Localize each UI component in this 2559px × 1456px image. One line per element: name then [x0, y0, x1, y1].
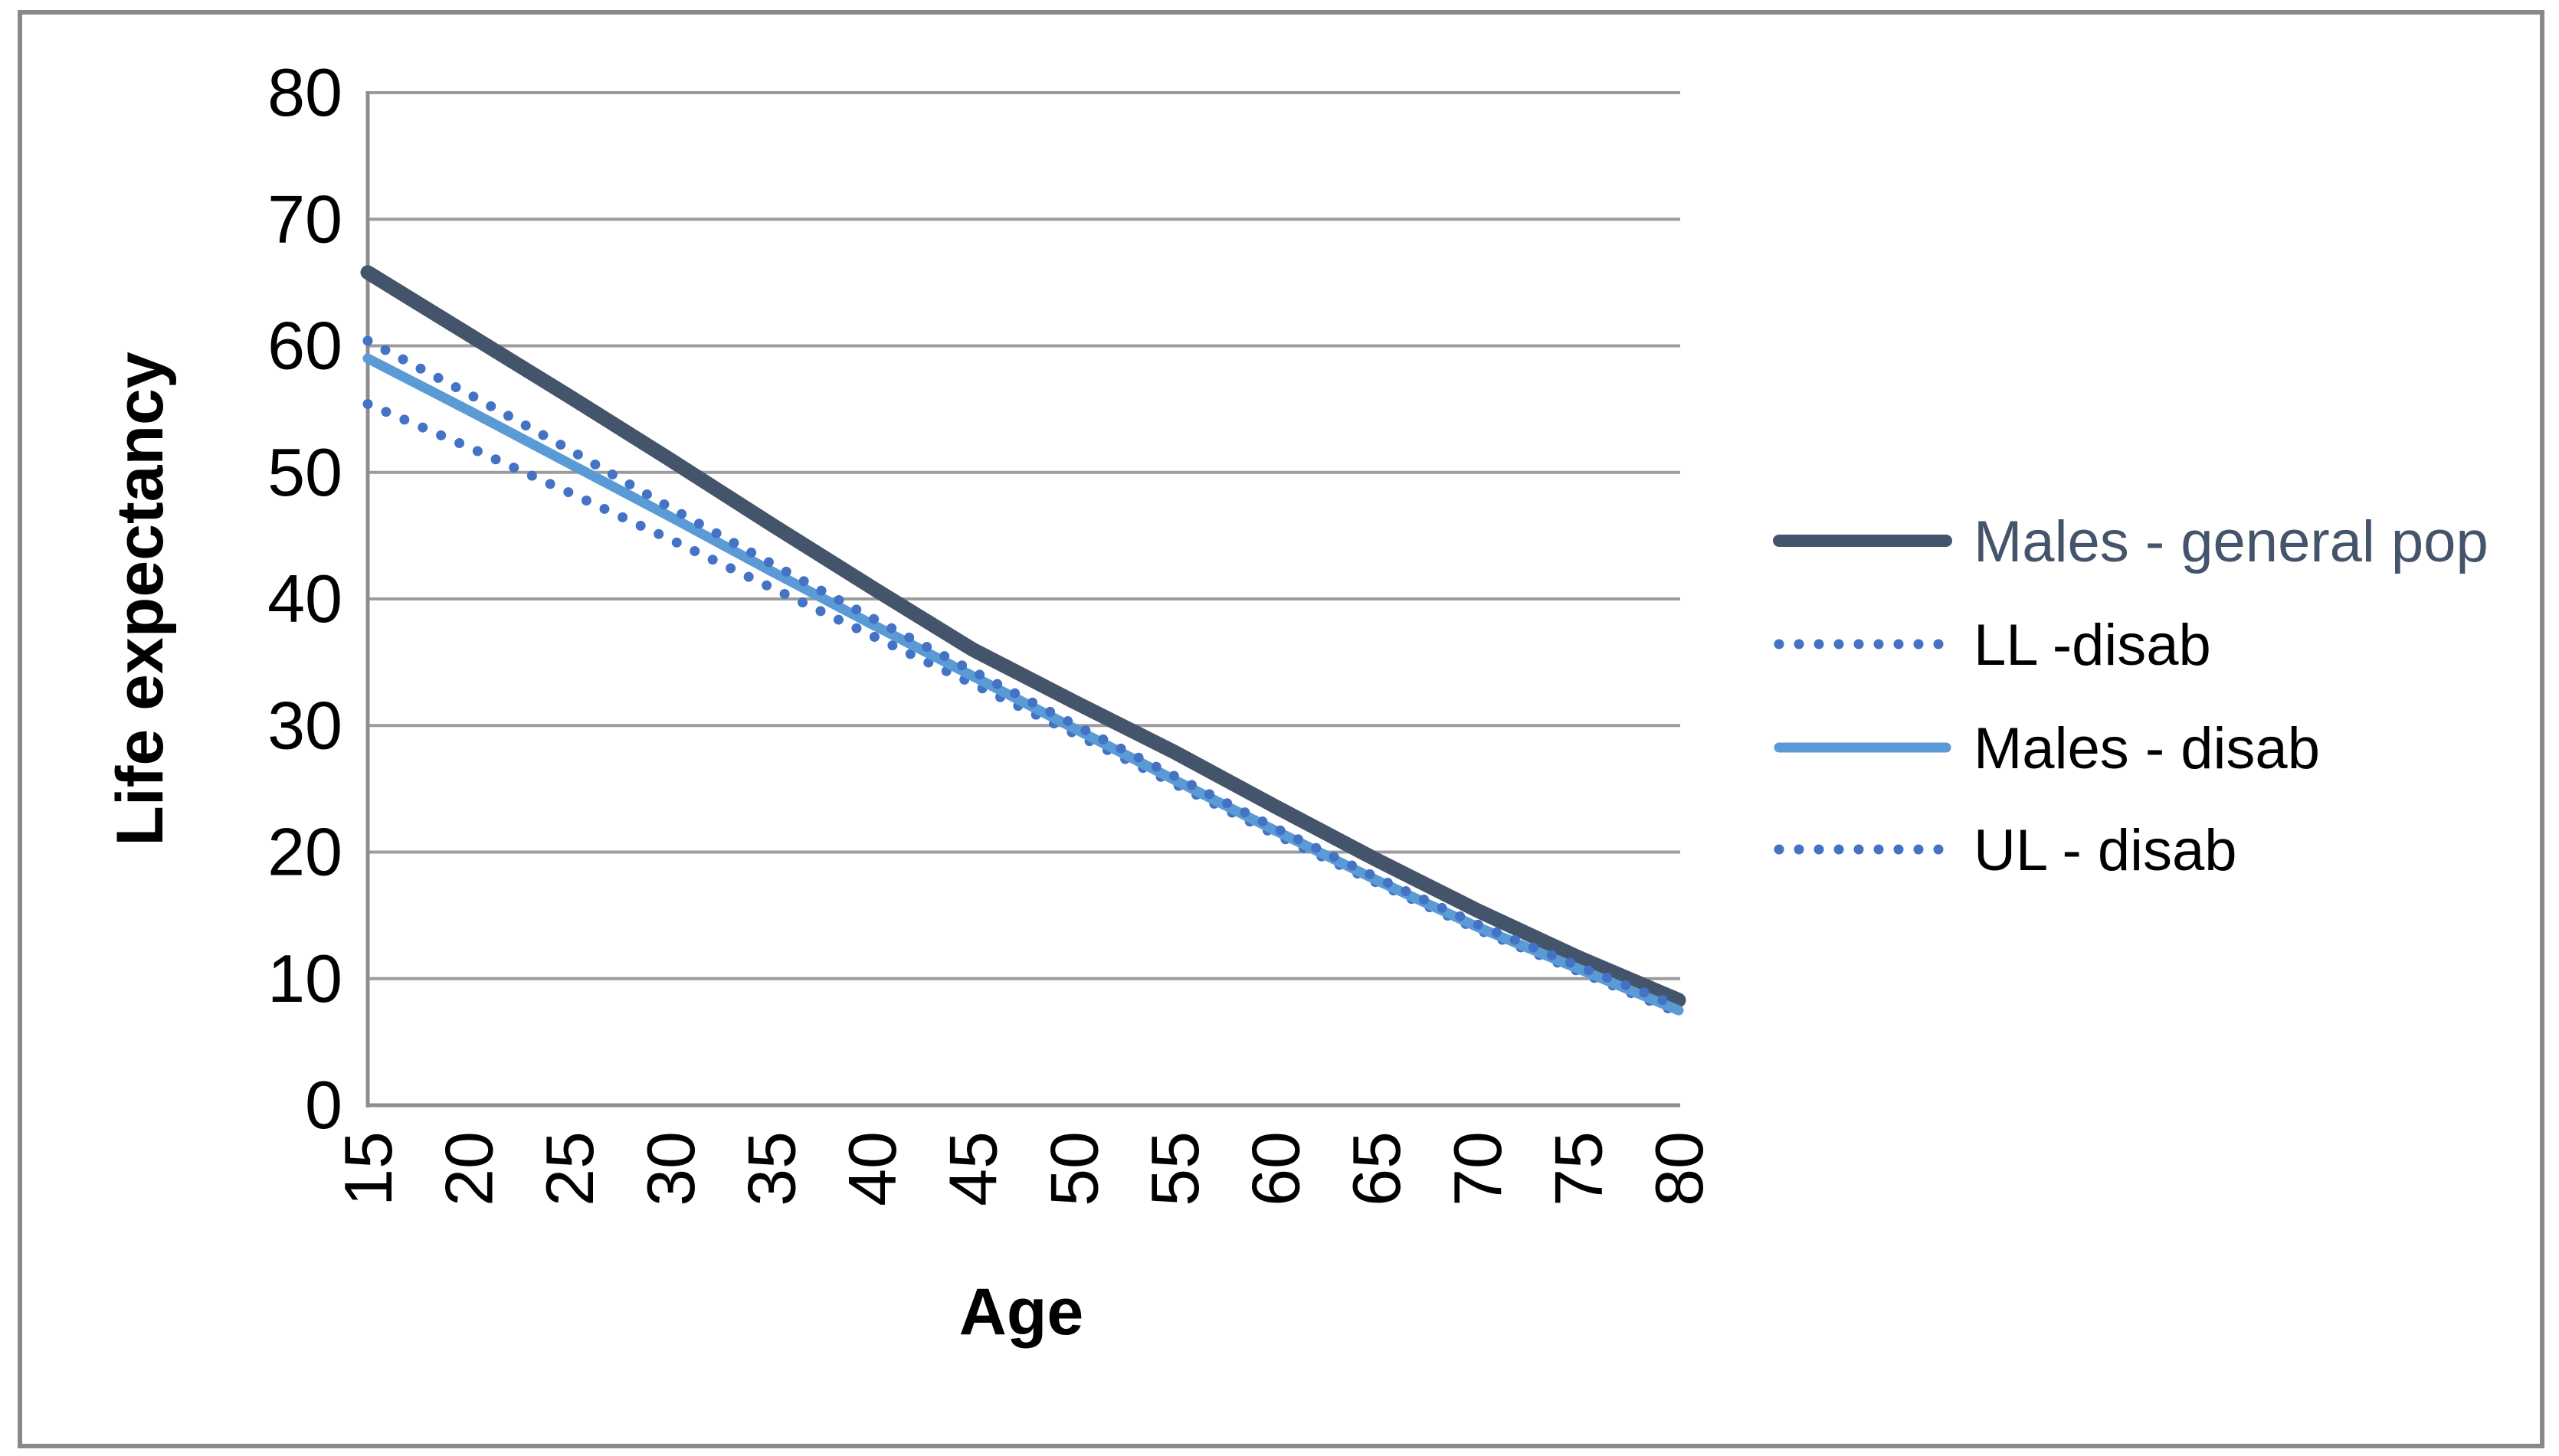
x-tick-label-45: 45	[935, 1131, 1011, 1206]
x-tick-label-60: 60	[1238, 1131, 1314, 1206]
y-axis-tick-labels: 0 10 20 30 40 50 60 70 80	[267, 54, 342, 1143]
y-tick-label-60: 60	[267, 308, 342, 384]
y-axis-title: Life expectancy	[103, 352, 177, 846]
chart-outer-border	[18, 10, 2544, 1448]
y-tick-label-80: 80	[267, 54, 342, 130]
x-tick-label-75: 75	[1540, 1131, 1616, 1206]
legend-label-ll-disab: LL -disab	[1974, 613, 2211, 678]
y-tick-label-70: 70	[267, 181, 342, 257]
x-tick-label-65: 65	[1338, 1131, 1414, 1206]
legend: Males - general pop LL -disab Males - disa…	[1773, 509, 2489, 883]
x-axis-title: Age	[959, 1275, 1083, 1349]
x-tick-label-25: 25	[532, 1131, 608, 1206]
legend-item-ll-disab: LL -disab	[1774, 613, 2211, 678]
y-tick-label-0: 0	[305, 1067, 342, 1143]
series-line-ll-disab	[362, 399, 1684, 1018]
legend-item-males-disab: Males - disab	[1774, 716, 2320, 781]
legend-item-ul-disab: UL - disab	[1774, 818, 2237, 883]
x-tick-label-80: 80	[1641, 1131, 1717, 1206]
y-tick-label-40: 40	[267, 561, 342, 636]
x-tick-label-40: 40	[834, 1131, 910, 1206]
series-lines	[360, 265, 1686, 1018]
x-axis-tick-labels: 15 20 25 30 35 40 45 50 55 60 65 70 75 80	[330, 1131, 1717, 1206]
gridlines	[366, 91, 1680, 1107]
x-tick-label-50: 50	[1036, 1131, 1112, 1206]
x-tick-label-20: 20	[431, 1131, 507, 1206]
x-tick-label-55: 55	[1137, 1131, 1213, 1206]
x-tick-label-15: 15	[330, 1131, 406, 1206]
legend-label-ul-disab: UL - disab	[1974, 818, 2237, 883]
series-line-ul-disab	[362, 335, 1684, 1012]
legend-label-males-general-pop: Males - general pop	[1974, 509, 2489, 574]
y-tick-label-20: 20	[267, 814, 342, 890]
y-tick-label-50: 50	[267, 434, 342, 510]
legend-item-males-general-pop: Males - general pop	[1773, 509, 2489, 574]
y-tick-label-30: 30	[267, 687, 342, 763]
legend-label-males-disab: Males - disab	[1974, 716, 2320, 781]
x-tick-label-70: 70	[1440, 1131, 1515, 1206]
x-tick-label-30: 30	[633, 1131, 709, 1206]
series-line-males-general-pop	[360, 265, 1686, 1008]
x-tick-label-35: 35	[733, 1131, 809, 1206]
y-tick-label-10: 10	[267, 941, 342, 1016]
